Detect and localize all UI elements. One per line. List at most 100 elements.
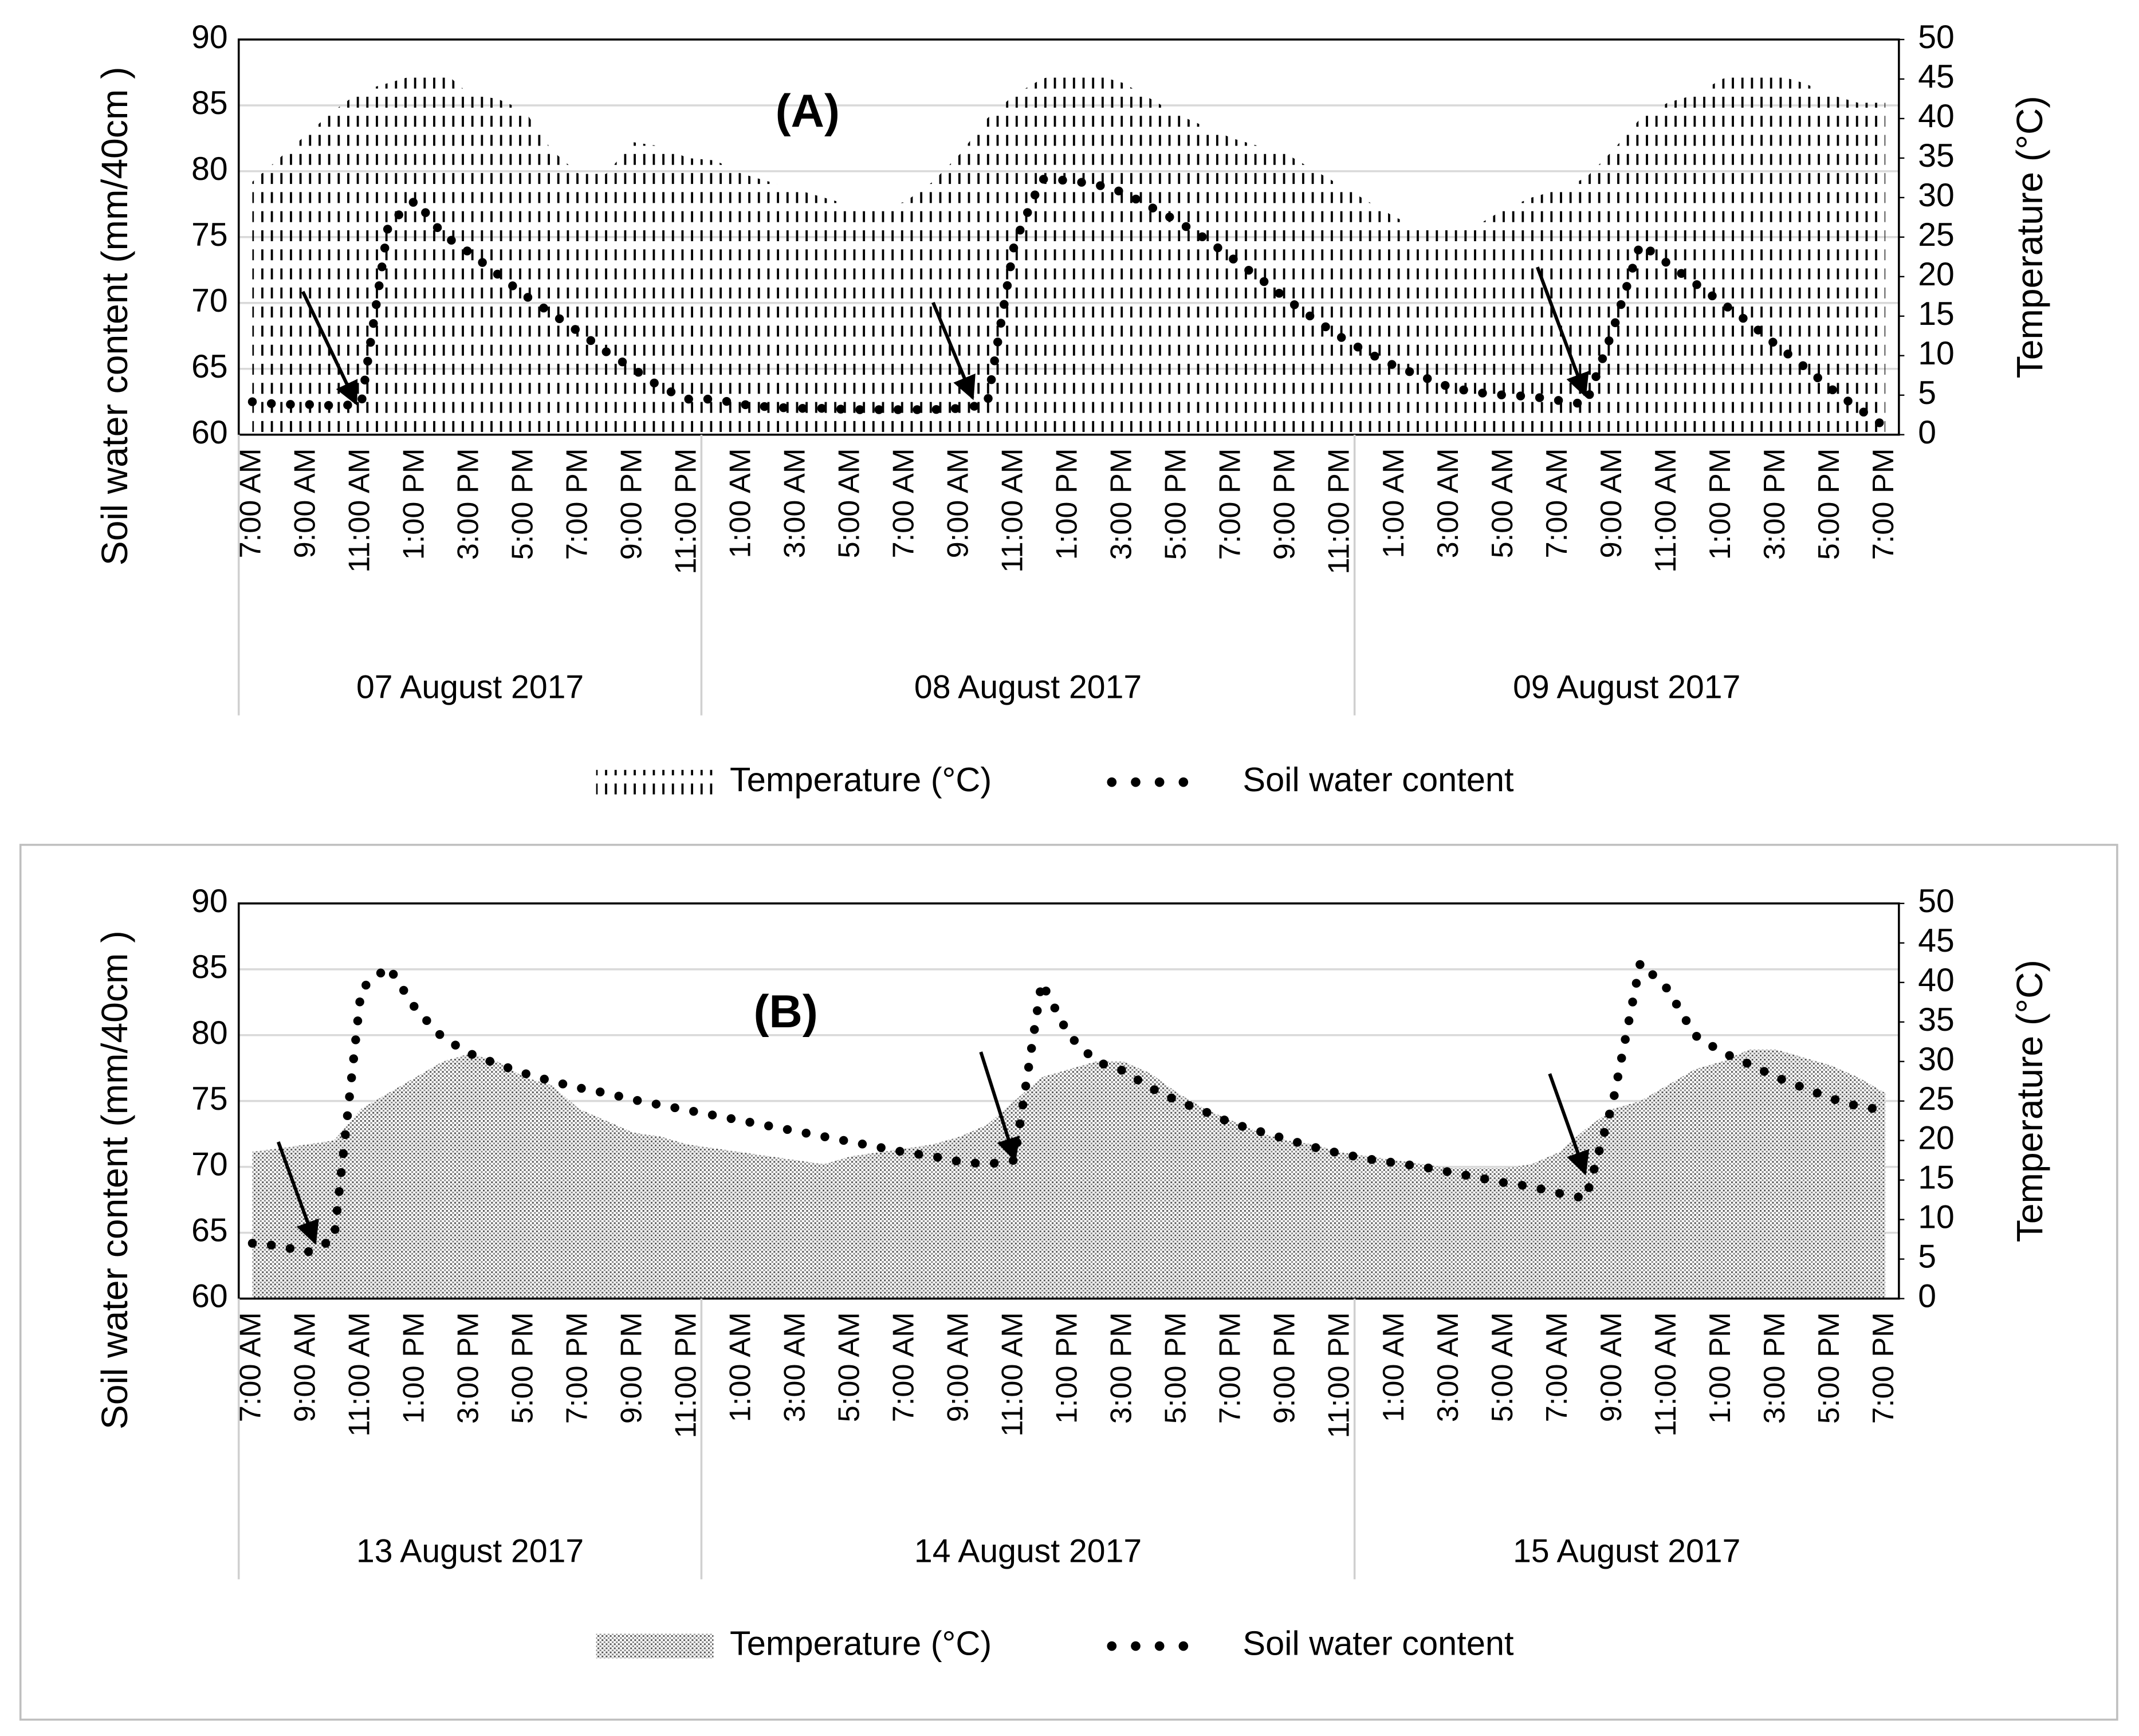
y2-tick-label: 20	[1918, 256, 1955, 293]
x-tick-label: 5:00 PM	[506, 1312, 539, 1424]
x-tick-label: 3:00 AM	[778, 1312, 812, 1422]
x-tick-label: 1:00 AM	[724, 448, 757, 558]
x-tick-label: 3:00 PM	[1758, 1312, 1791, 1424]
y-tick-label: 65	[191, 1212, 228, 1249]
y2-tick-label: 30	[1918, 1041, 1955, 1078]
x-tick-label: 5:00 AM	[833, 1312, 866, 1422]
y2-tick-label: 15	[1918, 296, 1955, 332]
x-tick-label: 11:00 AM	[1649, 1312, 1682, 1436]
y2-tick-label: 30	[1918, 177, 1955, 214]
x-tick-label: 5:00 AM	[833, 448, 866, 558]
x-tick-label: 7:00 PM	[1867, 1312, 1900, 1424]
group-label: 15 August 2017	[1513, 1533, 1740, 1569]
y2-tick-label: 5	[1918, 375, 1936, 411]
x-tick-label: 3:00 PM	[1758, 448, 1791, 560]
x-tick-label: 11:00 PM	[1323, 448, 1356, 574]
y2-tick-label: 45	[1918, 922, 1955, 959]
x-tick-label: 11:00 AM	[1649, 448, 1682, 572]
y-tick-label: 75	[191, 217, 228, 253]
group-label: 13 August 2017	[356, 1533, 584, 1569]
y-tick-label: 80	[191, 1015, 228, 1051]
x-tick-label: 9:00 AM	[942, 448, 975, 558]
arrow	[1548, 1073, 1590, 1176]
x-tick-label: 9:00 PM	[1268, 448, 1302, 560]
y2-tick-label: 20	[1918, 1120, 1955, 1157]
x-tick-label: 5:00 AM	[1486, 1312, 1519, 1422]
y-tick-label: 60	[191, 414, 228, 451]
y2-tick-label: 50	[1918, 19, 1955, 56]
x-tick-label: 7:00 AM	[887, 448, 921, 558]
x-tick-label: 9:00 AM	[288, 1312, 321, 1422]
x-tick-label: 1:00 PM	[1051, 448, 1084, 560]
x-tick-label: 7:00 PM	[560, 1312, 593, 1424]
temperature-area	[252, 1050, 1886, 1299]
arrow	[277, 1141, 319, 1245]
annotation: (A)	[776, 85, 840, 137]
y-tick-label: 90	[191, 883, 228, 920]
y2-tick-label: 0	[1918, 414, 1936, 451]
y2-tick-label: 50	[1918, 883, 1955, 920]
x-tick-label: 1:00 AM	[724, 1312, 757, 1422]
x-tick-label: 1:00 PM	[1051, 1312, 1084, 1424]
x-tick-label: 7:00 AM	[887, 1312, 921, 1422]
temperature-area	[252, 71, 1886, 435]
group-label: 08 August 2017	[914, 669, 1142, 706]
x-tick-label: 1:00 PM	[1704, 1312, 1737, 1424]
y2-tick-label: 15	[1918, 1160, 1955, 1196]
x-tick-label: 7:00 PM	[1214, 1312, 1247, 1424]
x-tick-label: 1:00 AM	[1377, 448, 1410, 558]
x-tick-label: 11:00 AM	[996, 1312, 1029, 1436]
y2-tick-label: 35	[1918, 138, 1955, 174]
x-tick-label: 1:00 PM	[397, 1312, 430, 1424]
group-label: 14 August 2017	[914, 1533, 1142, 1569]
legend-swatch	[596, 769, 714, 795]
y-tick-label: 90	[191, 19, 228, 56]
x-tick-label: 7:00 AM	[1540, 1312, 1574, 1422]
annotation: (B)	[753, 986, 817, 1038]
y2-tick-label: 0	[1918, 1278, 1936, 1315]
x-tick-label: 1:00 AM	[1377, 1312, 1410, 1422]
x-tick-label: 5:00 AM	[1486, 448, 1519, 558]
x-tick-label: 3:00 PM	[451, 448, 485, 560]
x-tick-label: 5:00 PM	[1812, 448, 1846, 560]
y-tick-label: 85	[191, 85, 228, 121]
arrow	[301, 290, 358, 406]
x-tick-label: 11:00 AM	[343, 448, 376, 572]
arrow	[979, 1051, 1020, 1162]
x-tick-label: 9:00 PM	[615, 1312, 648, 1424]
x-tick-label: 3:00 AM	[1432, 448, 1465, 558]
x-tick-label: 3:00 PM	[1105, 1312, 1138, 1424]
y-tick-label: 60	[191, 1278, 228, 1315]
legend-label: Soil water content	[1242, 760, 1514, 799]
y2-tick-label: 35	[1918, 1001, 1955, 1038]
x-tick-label: 9:00 AM	[1595, 1312, 1628, 1422]
y2-tick-label: 10	[1918, 335, 1955, 372]
x-tick-label: 11:00 PM	[669, 448, 702, 574]
y2-tick-label: 40	[1918, 962, 1955, 999]
x-tick-label: 9:00 PM	[1268, 1312, 1302, 1424]
y-tick-label: 70	[191, 282, 228, 319]
x-tick-label: 9:00 AM	[288, 448, 321, 558]
chart-b-frame	[19, 843, 2118, 1721]
y2-axis-title: Temperature (°C)	[2009, 960, 2050, 1242]
x-tick-label: 7:00 PM	[1867, 448, 1900, 560]
soil-water-line	[247, 953, 1890, 1258]
x-tick-label: 3:00 AM	[1432, 1312, 1465, 1422]
y2-tick-label: 10	[1918, 1199, 1955, 1236]
x-tick-label: 5:00 PM	[1812, 1312, 1846, 1424]
x-tick-label: 7:00 AM	[1540, 448, 1574, 558]
group-label: 09 August 2017	[1513, 669, 1740, 706]
x-tick-label: 11:00 AM	[996, 448, 1029, 572]
legend-swatch	[596, 1633, 714, 1659]
x-tick-label: 5:00 PM	[1159, 1312, 1193, 1424]
y-tick-label: 85	[191, 949, 228, 985]
soil-water-line	[247, 174, 1890, 431]
x-tick-label: 5:00 PM	[506, 448, 539, 560]
x-tick-label: 3:00 PM	[451, 1312, 485, 1424]
x-tick-label: 7:00 PM	[1214, 448, 1247, 560]
